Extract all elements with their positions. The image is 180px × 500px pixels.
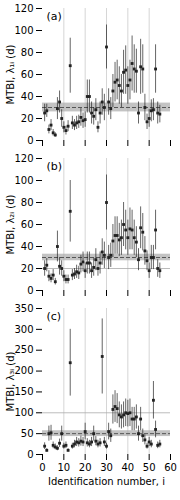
svg-text:200: 200 [14,365,33,376]
svg-text:100: 100 [14,175,33,186]
svg-text:MTBI, λ₂ᵢ (d): MTBI, λ₂ᵢ (d) [5,194,16,254]
svg-text:120: 120 [14,153,33,164]
svg-text:350: 350 [14,303,33,314]
svg-text:40: 40 [21,91,34,102]
svg-text:60: 60 [21,219,34,230]
svg-text:(a): (a) [47,10,62,23]
svg-text:(c): (c) [47,310,62,323]
svg-text:40: 40 [121,462,134,473]
svg-text:10: 10 [57,462,70,473]
svg-text:30: 30 [100,462,113,473]
svg-text:20: 20 [21,263,34,274]
svg-text:(b): (b) [47,160,63,173]
svg-text:MTBI, λ₁ᵢ (d): MTBI, λ₁ᵢ (d) [5,44,16,104]
svg-text:20: 20 [21,113,34,124]
svg-text:20: 20 [79,462,92,473]
svg-text:0: 0 [27,285,33,296]
svg-text:150: 150 [14,386,33,397]
svg-text:50: 50 [21,428,34,439]
svg-text:40: 40 [21,241,34,252]
svg-text:0: 0 [27,135,33,146]
svg-text:0: 0 [39,462,45,473]
svg-text:80: 80 [21,47,34,58]
svg-text:100: 100 [14,407,33,418]
svg-text:60: 60 [164,462,177,473]
svg-text:MTBI, λ₃ᵢ (d): MTBI, λ₃ᵢ (d) [5,351,16,411]
svg-text:100: 100 [14,25,33,36]
svg-text:300: 300 [14,324,33,335]
svg-text:50: 50 [143,462,156,473]
svg-text:120: 120 [14,3,33,14]
svg-text:250: 250 [14,344,33,355]
svg-text:0: 0 [27,449,33,460]
svg-text:Identification number, i: Identification number, i [48,476,165,487]
svg-text:80: 80 [21,197,34,208]
svg-text:60: 60 [21,69,34,80]
